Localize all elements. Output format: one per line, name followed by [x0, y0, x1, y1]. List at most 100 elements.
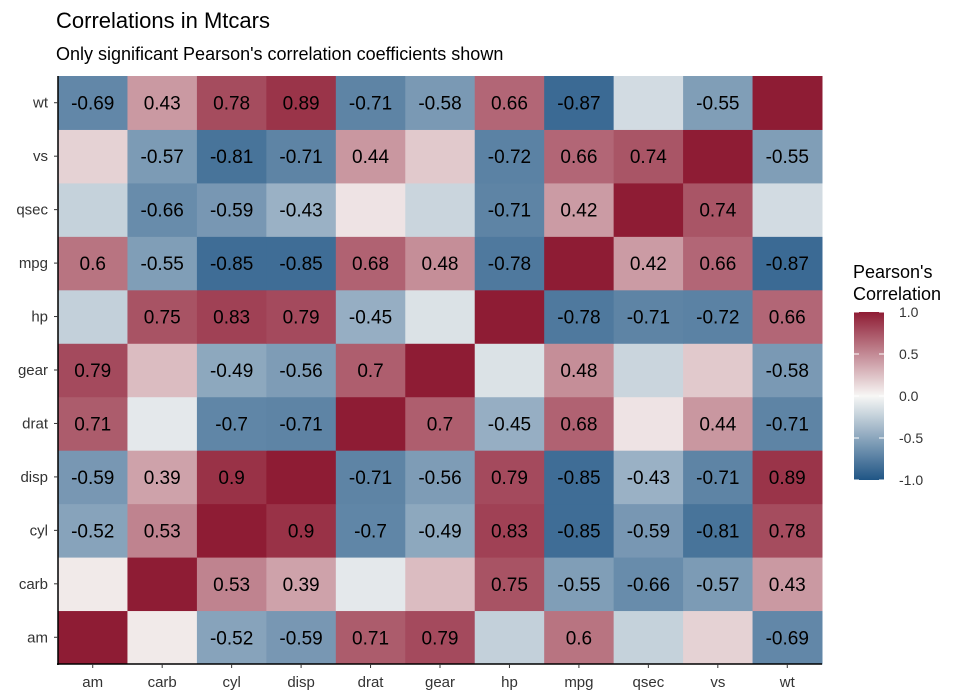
heatmap-cell-drat-disp [266, 396, 337, 451]
cell-label-qsec-carb: -0.66 [141, 201, 184, 222]
heatmap-cell-am-wt [752, 610, 823, 665]
y-tick-label-hp: hp [31, 309, 48, 326]
cell-label-gear-disp: -0.56 [279, 361, 322, 382]
heatmap-cell-cyl-carb [127, 503, 198, 558]
legend-tick-label: 0.0 [899, 388, 919, 404]
cell-label-drat-am: 0.71 [74, 414, 111, 435]
cell-label-mpg-drat: 0.68 [352, 254, 389, 275]
heatmap-cell-wt-mpg [544, 76, 615, 130]
heatmap-cell-disp-mpg [544, 450, 615, 505]
cell-label-carb-qsec: -0.66 [627, 575, 670, 596]
heatmap-cell-mpg-wt [752, 236, 823, 291]
heatmap-cell-cyl-drat [335, 503, 406, 558]
heatmap-cell-disp-hp [474, 450, 545, 505]
heatmap-cell-am-cyl [196, 610, 267, 665]
cell-label-wt-disp: 0.89 [283, 94, 320, 115]
heatmap-cell-gear-gear [405, 343, 476, 398]
heatmap-cell-carb-cyl [196, 557, 267, 612]
heatmap-cell-drat-vs [683, 396, 754, 451]
heatmap-cell-hp-qsec [613, 289, 684, 344]
y-tick-label-drat: drat [22, 415, 49, 432]
cell-label-cyl-carb: 0.53 [144, 521, 181, 542]
heatmap-cell-wt-disp [266, 76, 337, 130]
cell-label-disp-qsec: -0.43 [627, 468, 670, 489]
heatmap-cell-qsec-qsec [613, 182, 684, 237]
cell-label-drat-disp: -0.71 [279, 414, 322, 435]
cell-label-vs-wt: -0.55 [766, 147, 809, 168]
heatmap-cell-drat-wt [752, 396, 823, 451]
cell-label-disp-am: -0.59 [71, 468, 114, 489]
heatmap-cell-wt-hp [474, 76, 545, 130]
legend-tick-label: 1.0 [899, 304, 919, 320]
cell-label-hp-wt: 0.66 [769, 308, 806, 329]
cell-label-mpg-disp: -0.85 [279, 254, 322, 275]
heatmap-cell-mpg-mpg [544, 236, 615, 291]
heatmap-cell-drat-am [58, 396, 128, 451]
y-tick-label-gear: gear [18, 362, 48, 379]
heatmap-cell-disp-wt [752, 450, 823, 505]
y-axis: am carb cyl disp drat gear hp mpg qsec vs wt [16, 76, 59, 665]
x-tick-label-drat: drat [358, 674, 385, 691]
chart-subtitle: Only significant Pearson's correlation c… [56, 44, 503, 64]
cell-label-mpg-hp: -0.78 [488, 254, 531, 275]
heatmap-cell-drat-qsec [613, 396, 684, 451]
cell-label-disp-gear: -0.56 [418, 468, 461, 489]
heatmap-cell-cyl-hp [474, 503, 545, 558]
y-tick-label-am: am [27, 629, 48, 646]
cell-label-disp-vs: -0.71 [696, 468, 739, 489]
heatmap-cell-disp-carb [127, 450, 198, 505]
cell-label-mpg-wt: -0.87 [766, 254, 809, 275]
heatmap-cell-qsec-gear [405, 182, 476, 237]
x-tick-label-carb: carb [148, 674, 177, 691]
cell-label-drat-mpg: 0.68 [560, 414, 597, 435]
heatmap-cell-carb-drat [335, 557, 406, 612]
heatmap-cell-qsec-disp [266, 182, 337, 237]
heatmap-cell-am-qsec [613, 610, 684, 665]
cell-label-hp-disp: 0.79 [283, 308, 320, 329]
cell-label-drat-vs: 0.44 [699, 414, 736, 435]
cell-label-drat-gear: 0.7 [427, 414, 453, 435]
cell-label-gear-cyl: -0.49 [210, 361, 253, 382]
heatmap-cell-qsec-vs [683, 182, 754, 237]
cell-label-vs-mpg: 0.66 [560, 147, 597, 168]
heatmap-cell-vs-wt [752, 129, 823, 184]
heatmap-cell-vs-am [58, 129, 128, 184]
cell-label-vs-cyl: -0.81 [210, 147, 253, 168]
heatmap-cell-wt-am [58, 76, 128, 130]
heatmap-cell-qsec-cyl [196, 182, 267, 237]
x-tick-label-qsec: qsec [633, 674, 665, 691]
cell-label-hp-cyl: 0.83 [213, 308, 250, 329]
cell-label-gear-wt: -0.58 [766, 361, 809, 382]
heatmap-cell-qsec-hp [474, 182, 545, 237]
cell-label-cyl-mpg: -0.85 [557, 521, 600, 542]
cell-label-cyl-vs: -0.81 [696, 521, 739, 542]
heatmap-cell-wt-cyl [196, 76, 267, 130]
heatmap-cell-disp-am [58, 450, 128, 505]
heatmap-cell-mpg-cyl [196, 236, 267, 291]
cell-label-qsec-cyl: -0.59 [210, 201, 253, 222]
heatmap-cell-wt-drat [335, 76, 406, 130]
cell-label-vs-disp: -0.71 [279, 147, 322, 168]
cell-label-drat-cyl: -0.7 [215, 414, 248, 435]
heatmap-cell-cyl-cyl [196, 503, 267, 558]
cell-label-mpg-qsec: 0.42 [630, 254, 667, 275]
x-tick-label-am: am [82, 674, 103, 691]
cell-label-wt-am: -0.69 [71, 94, 114, 115]
heatmap-cell-disp-vs [683, 450, 754, 505]
cell-label-qsec-disp: -0.43 [279, 201, 322, 222]
cell-label-disp-cyl: 0.9 [218, 468, 244, 489]
heatmap-cell-mpg-gear [405, 236, 476, 291]
heatmap-cell-mpg-vs [683, 236, 754, 291]
cell-label-gear-mpg: 0.48 [560, 361, 597, 382]
heatmap-cell-vs-vs [683, 129, 754, 184]
heatmap-cell-qsec-carb [127, 182, 198, 237]
cell-label-carb-wt: 0.43 [769, 575, 806, 596]
heatmap-cell-vs-cyl [196, 129, 267, 184]
heatmap-cell-carb-disp [266, 557, 337, 612]
heatmap-cell-hp-am [58, 289, 128, 344]
heatmap-cell-mpg-drat [335, 236, 406, 291]
heatmap-cells [58, 76, 823, 665]
y-tick-label-disp: disp [20, 469, 48, 486]
heatmap-cell-hp-disp [266, 289, 337, 344]
